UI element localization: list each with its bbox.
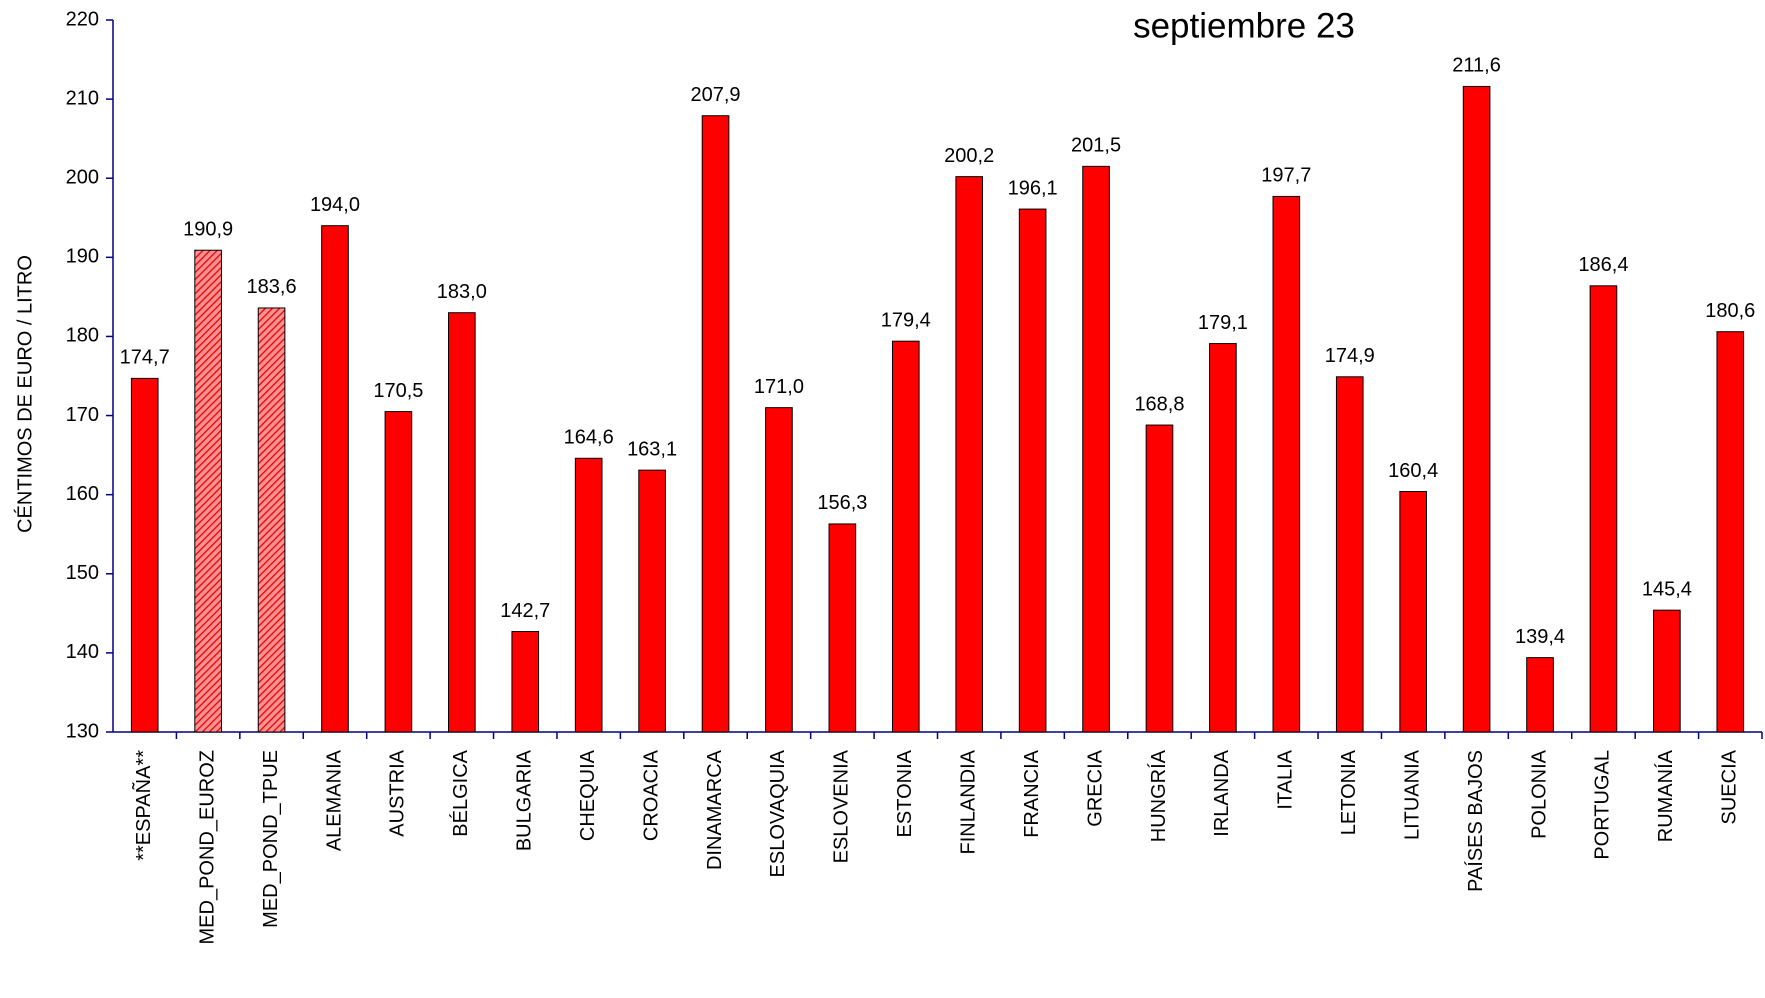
x-tick-label: ESLOVENIA bbox=[831, 749, 853, 863]
bar bbox=[1082, 165, 1110, 733]
data-label: 207,9 bbox=[690, 84, 740, 106]
x-tick-label: CHEQUIA bbox=[577, 749, 599, 841]
x-tick-label: GRECIA bbox=[1084, 749, 1106, 826]
bar bbox=[828, 523, 857, 733]
x-tick-label: HUNGRÍA bbox=[1147, 749, 1170, 842]
data-label: 145,4 bbox=[1642, 578, 1692, 600]
x-tick-label: MED_POND_TPUE bbox=[260, 750, 282, 928]
bar bbox=[130, 377, 159, 733]
y-tick-label: 160 bbox=[66, 483, 99, 505]
y-tick-label: 180 bbox=[66, 325, 99, 347]
data-label: 171,0 bbox=[754, 376, 804, 398]
y-tick-label: 130 bbox=[66, 720, 99, 742]
bar bbox=[1589, 285, 1618, 733]
data-label: 168,8 bbox=[1134, 393, 1184, 415]
bar bbox=[321, 225, 349, 733]
bar bbox=[1399, 491, 1427, 733]
data-label: 211,6 bbox=[1452, 55, 1501, 77]
data-label: 201,5 bbox=[1071, 135, 1121, 157]
y-tick-label: 150 bbox=[66, 562, 99, 584]
data-label: 174,7 bbox=[120, 347, 170, 369]
data-label: 164,6 bbox=[564, 427, 614, 449]
bar bbox=[511, 631, 540, 733]
x-tick-label: AUSTRIA bbox=[387, 749, 409, 836]
x-tick-label: PAÍSES BAJOS bbox=[1464, 750, 1487, 892]
bar bbox=[1653, 609, 1681, 733]
data-label: 174,9 bbox=[1325, 345, 1375, 367]
x-tick-label: PORTUGAL bbox=[1592, 750, 1614, 860]
x-tick-label: BULGARIA bbox=[514, 749, 536, 851]
x-tick-label: ITALIA bbox=[1275, 749, 1297, 809]
y-axis-label: CÉNTIMOS DE EURO / LITRO bbox=[13, 255, 36, 533]
data-label: 170,5 bbox=[373, 380, 423, 402]
bar bbox=[891, 340, 920, 733]
x-tick-label: DINAMARCA bbox=[704, 749, 726, 870]
y-tick-label: 190 bbox=[66, 246, 99, 268]
x-tick-label: FINLANDIA bbox=[957, 749, 979, 854]
y-tick-label: 140 bbox=[66, 641, 99, 663]
data-label: 186,4 bbox=[1578, 254, 1628, 276]
data-label: 194,0 bbox=[310, 194, 360, 216]
x-tick-label: CROACIA bbox=[640, 749, 662, 841]
bar bbox=[1526, 657, 1554, 733]
bar bbox=[384, 411, 413, 733]
y-tick-label: 210 bbox=[66, 87, 99, 109]
y-tick-label: 200 bbox=[66, 167, 99, 189]
bar bbox=[765, 407, 793, 733]
bar bbox=[257, 307, 286, 733]
x-tick-label: BÉLGICA bbox=[449, 749, 472, 836]
x-tick-label: **ESPAÑA** bbox=[131, 750, 155, 861]
x-tick-label: FRANCIA bbox=[1021, 749, 1043, 837]
x-tick-label: POLONIA bbox=[1528, 749, 1550, 839]
data-label: 200,2 bbox=[944, 145, 994, 167]
x-tick-label: ESLOVAQUIA bbox=[767, 749, 789, 877]
x-tick-label: ESTONIA bbox=[894, 749, 916, 837]
data-label: 190,9 bbox=[183, 218, 233, 240]
bar bbox=[1716, 331, 1745, 733]
y-tick-label: 170 bbox=[66, 404, 99, 426]
data-label: 160,4 bbox=[1388, 460, 1438, 482]
bar bbox=[448, 312, 476, 733]
data-label: 142,7 bbox=[500, 600, 550, 622]
bar bbox=[1209, 343, 1237, 733]
data-label: 180,6 bbox=[1705, 300, 1755, 322]
bar bbox=[1145, 424, 1174, 733]
x-tick-label: LETONIA bbox=[1338, 749, 1360, 835]
y-tick-label: 220 bbox=[66, 8, 99, 30]
x-tick-label: MED_POND_EUROZ bbox=[196, 750, 218, 944]
bar bbox=[194, 249, 222, 733]
data-label: 179,1 bbox=[1198, 312, 1248, 334]
bar bbox=[1272, 195, 1301, 733]
data-label: 183,6 bbox=[247, 276, 297, 298]
data-label: 183,0 bbox=[437, 281, 487, 303]
bar bbox=[1335, 376, 1364, 733]
data-label: 156,3 bbox=[817, 492, 867, 514]
bar bbox=[1462, 85, 1491, 733]
x-tick-label: SUECIA bbox=[1719, 749, 1741, 824]
x-tick-label: IRLANDA bbox=[1211, 749, 1233, 836]
bar bbox=[955, 176, 984, 733]
data-label: 197,7 bbox=[1261, 165, 1311, 187]
bar bbox=[1018, 208, 1047, 733]
chart-title: septiembre 23 bbox=[1133, 6, 1355, 45]
data-label: 196,1 bbox=[1008, 177, 1058, 199]
bar bbox=[574, 457, 603, 733]
x-tick-label: RUMANÍA bbox=[1654, 749, 1677, 842]
data-label: 179,4 bbox=[881, 309, 931, 331]
bar bbox=[701, 115, 730, 733]
data-label: 163,1 bbox=[627, 438, 677, 460]
x-tick-label: ALEMANIA bbox=[323, 749, 345, 851]
bar bbox=[638, 469, 666, 733]
data-label: 139,4 bbox=[1515, 626, 1565, 648]
x-tick-label: LITUANIA bbox=[1401, 749, 1423, 840]
